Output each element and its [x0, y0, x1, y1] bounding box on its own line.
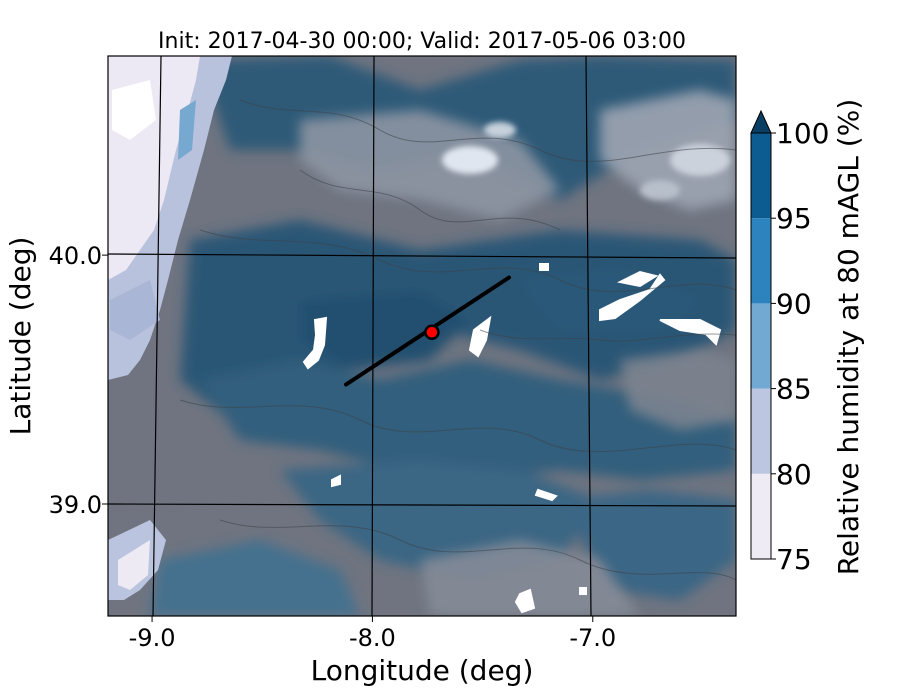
colorbar-segment [751, 218, 771, 304]
x-tick-label: -8.0 [349, 624, 396, 652]
colorbar-tick-label: 85 [776, 373, 812, 406]
colorbar-tick-label: 100 [776, 117, 829, 150]
colorbar-label: Relative humidity at 80 mAGL (%) [832, 99, 865, 576]
colorbar-tick-label: 95 [776, 202, 812, 235]
plot-title: Init: 2017-04-30 00:00; Valid: 2017-05-0… [158, 29, 686, 54]
x-tick-label: -7.0 [569, 624, 616, 652]
colorbar-segment [751, 388, 771, 474]
y-axis-ticks: 40.0 39.0 [49, 242, 108, 519]
graticule [108, 56, 736, 616]
y-tick-label: 39.0 [49, 491, 102, 519]
colorbar-tick-label: 80 [776, 458, 812, 491]
location-marker [424, 324, 440, 341]
colorbar-segment [751, 473, 771, 559]
colorbar-tick-label: 75 [776, 543, 812, 576]
humidity-field [108, 56, 736, 616]
colorbar: 75 80 85 90 95 100 [750, 109, 829, 576]
colorbar-tick-label: 90 [776, 287, 812, 320]
colorbar-extend-arrow [750, 109, 772, 134]
x-tick-label: -9.0 [129, 624, 176, 652]
colorbar-segment [751, 133, 771, 219]
x-axis-label: Longitude (deg) [311, 654, 534, 687]
map-frame [107, 55, 737, 617]
x-axis-ticks: -9.0 -8.0 -7.0 [129, 616, 616, 652]
colorbar-frame [750, 132, 772, 560]
colorbar-segment [751, 303, 771, 389]
y-tick-label: 40.0 [49, 242, 102, 270]
y-axis-label: Latitude (deg) [4, 237, 37, 436]
